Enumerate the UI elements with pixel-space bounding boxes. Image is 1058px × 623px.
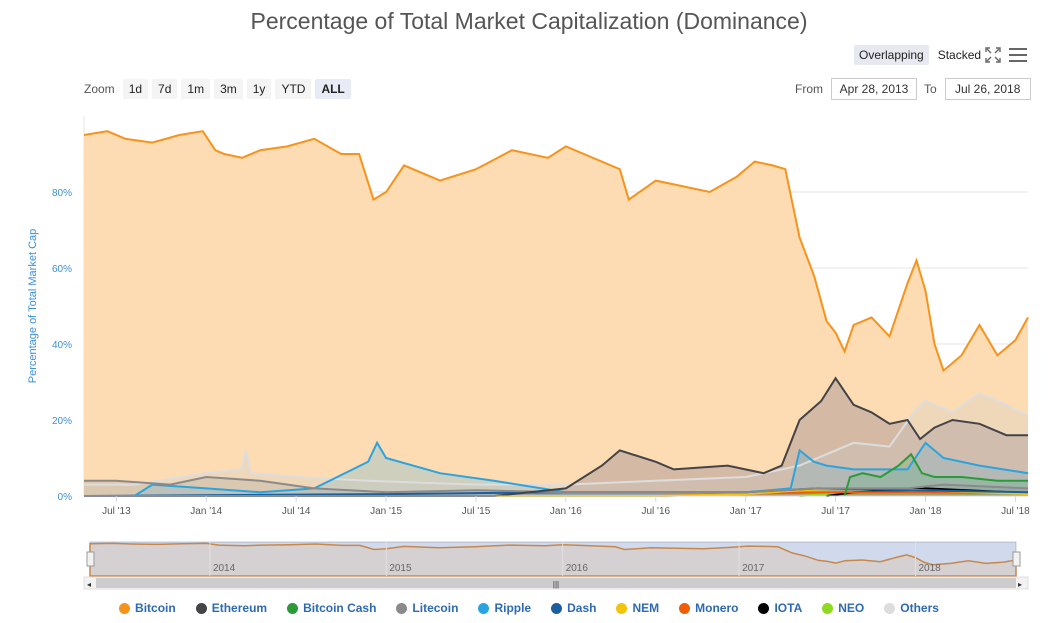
scroll-right-icon[interactable]: ▸ [1018, 580, 1022, 589]
zoom-ytd-button[interactable]: YTD [275, 79, 312, 99]
legend-marker-icon [679, 602, 691, 614]
legend-item-dash[interactable]: Dash [551, 601, 596, 615]
zoom-1m-button[interactable]: 1m [181, 79, 211, 99]
y-tick-label: 60% [52, 264, 72, 275]
stacked-button[interactable]: Stacked [937, 48, 982, 62]
legend-label: NEM [632, 601, 660, 615]
navigator-year-label: 2017 [742, 563, 765, 574]
legend-item-others[interactable]: Others [884, 601, 939, 615]
legend-label: Monero [695, 601, 739, 615]
x-tick-label: Jan '14 [190, 506, 222, 517]
view-mode-toggle: Overlapping Stacked [854, 45, 986, 65]
legend-item-iota[interactable]: IOTA [758, 601, 802, 615]
zoom-controls: Zoom 1d 7d 1m 3m 1y YTD ALL [84, 79, 351, 99]
to-range: To Jul 26, 2018 [924, 78, 1031, 100]
legend-marker-icon [195, 602, 207, 614]
navigator-year-label: 2018 [918, 563, 941, 574]
x-tick-label: Jan '16 [550, 506, 582, 517]
legend-marker-icon [822, 602, 834, 614]
navigator-frame [89, 541, 1017, 577]
navigator-selection [90, 542, 1016, 576]
chart-title: Percentage of Total Market Capitalizatio… [250, 8, 808, 34]
legend-marker-icon [616, 602, 628, 614]
series-line-bitcoin-cash [843, 452, 1028, 497]
legend-marker-icon [551, 602, 563, 614]
legend-item-monero[interactable]: Monero [679, 601, 738, 615]
from-range: From Apr 28, 2013 [795, 78, 917, 100]
legend-label: Dash [567, 601, 597, 615]
legend-marker-icon [758, 602, 770, 614]
zoom-1d-button[interactable]: 1d [122, 79, 149, 99]
scrollbar-grip-icon: ||| [553, 580, 559, 589]
navigator-year-label: 2015 [389, 563, 412, 574]
navigator-series [89, 542, 1017, 577]
x-tick-label: Jul '18 [1001, 506, 1030, 517]
legend-label: Others [900, 601, 939, 615]
scrollbar-thumb[interactable] [96, 578, 1016, 588]
y-tick-label: 80% [52, 188, 72, 199]
x-tick-label: Jan '17 [730, 506, 762, 517]
x-tick-label: Jul '16 [641, 506, 670, 517]
x-tick-label: Jul '14 [282, 506, 311, 517]
legend-marker-icon [884, 602, 896, 614]
navigator-left-handle[interactable] [86, 551, 95, 567]
navigator-year-label: 2016 [566, 563, 589, 574]
legend-label: Bitcoin [135, 601, 176, 615]
legend-marker-icon [396, 602, 408, 614]
navigator-year-label: 2014 [213, 563, 236, 574]
x-tick-label: Jan '15 [370, 506, 402, 517]
legend-label: Ripple [494, 601, 532, 615]
chart-legend: Bitcoin Ethereum Bitcoin Cash Litecoin Rippl… [0, 601, 1058, 615]
zoom-1y-button[interactable]: 1y [246, 79, 272, 99]
zoom-all-button[interactable]: ALL [315, 79, 351, 99]
zoom-label: Zoom [84, 82, 115, 96]
legend-item-bitcoin-cash[interactable]: Bitcoin Cash [287, 601, 376, 615]
fullscreen-icon[interactable] [985, 47, 1001, 63]
menu-icon[interactable] [1009, 48, 1027, 62]
legend-label: Bitcoin Cash [303, 601, 377, 615]
series-area-others [84, 393, 1028, 496]
legend-item-bitcoin[interactable]: Bitcoin [119, 601, 176, 615]
legend-item-ripple[interactable]: Ripple [478, 601, 531, 615]
x-tick-label: Jul '15 [462, 506, 491, 517]
series-area-bitcoin [84, 131, 1028, 496]
legend-label: IOTA [774, 601, 803, 615]
legend-label: Ethereum [211, 601, 268, 615]
zoom-3m-button[interactable]: 3m [214, 79, 243, 99]
x-tick-label: Jul '17 [821, 506, 850, 517]
from-label: From [795, 82, 823, 96]
scroll-left-icon[interactable]: ◂ [87, 580, 91, 589]
series-line-bitcoin [83, 130, 1029, 373]
y-axis-title: Percentage of Total Market Cap [27, 229, 39, 384]
legend-marker-icon [119, 602, 131, 614]
legend-item-litecoin[interactable]: Litecoin [396, 601, 458, 615]
series-area-nem [84, 488, 1028, 496]
series-line-ethereum [84, 376, 1028, 497]
x-tick-label: Jul '13 [102, 506, 131, 517]
x-tick-label: Jan '18 [910, 506, 942, 517]
legend-item-nem[interactable]: NEM [616, 601, 659, 615]
zoom-7d-button[interactable]: 7d [152, 79, 178, 99]
y-tick-label: 40% [52, 340, 72, 351]
legend-label: Litecoin [412, 601, 459, 615]
y-tick-label: 20% [52, 416, 72, 427]
y-tick-label: 0% [58, 492, 73, 503]
series-line-others [84, 392, 1029, 486]
legend-marker-icon [287, 602, 299, 614]
legend-item-ethereum[interactable]: Ethereum [195, 601, 268, 615]
to-date-input[interactable]: Jul 26, 2018 [944, 78, 1031, 100]
overlapping-button[interactable]: Overlapping [854, 45, 929, 65]
legend-marker-icon [478, 602, 490, 614]
series-line-litecoin [84, 475, 1029, 494]
from-date-input[interactable]: Apr 28, 2013 [831, 78, 917, 100]
to-label: To [924, 82, 937, 96]
legend-label: NEO [838, 601, 865, 615]
legend-item-neo[interactable]: NEO [822, 601, 864, 615]
navigator-right-handle[interactable] [1012, 551, 1021, 567]
